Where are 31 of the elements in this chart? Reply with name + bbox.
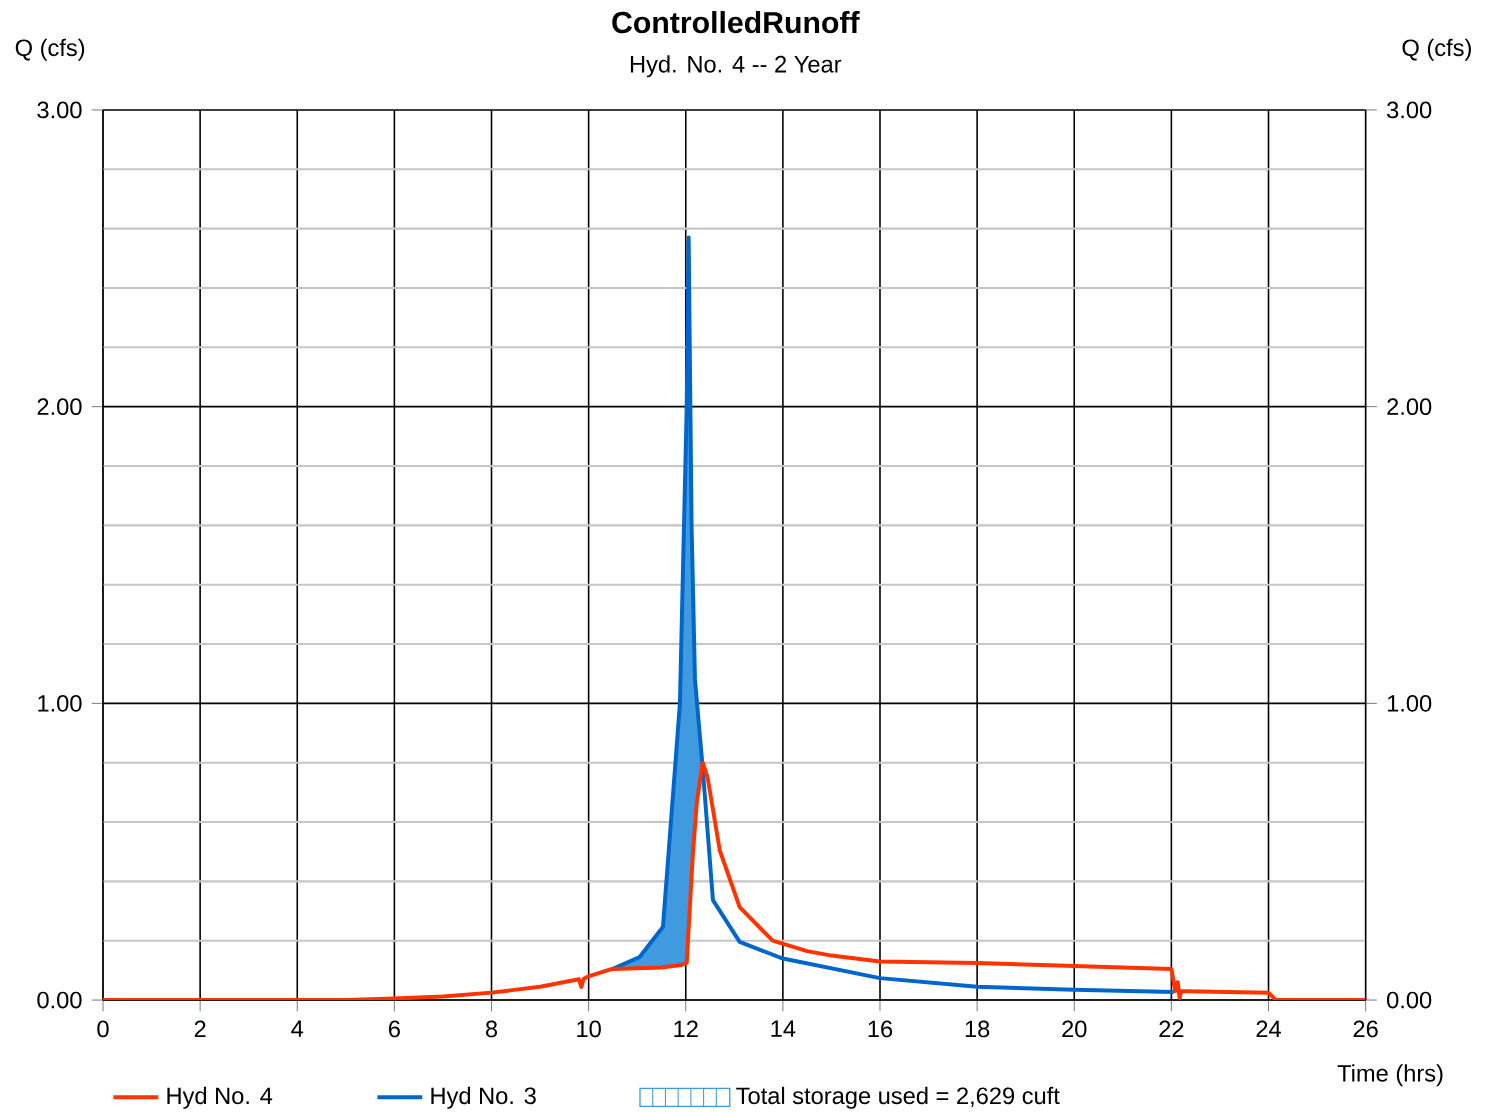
legend-label: Hyd No. 3	[431, 1086, 536, 1109]
x-tick-label: 26	[1353, 1020, 1378, 1038]
line-series	[610, 235, 1176, 995]
x-tick-label: 4	[291, 1020, 304, 1037]
x-tick-label: 10	[577, 1020, 601, 1038]
x-tick-label: 12	[674, 1020, 698, 1038]
chart-subtitle: Hyd. No. 4 -- 2 Year	[630, 55, 842, 78]
legend-label: Hyd No. 4	[167, 1086, 273, 1109]
x-tick-label: 18	[965, 1020, 990, 1038]
legend-label: Total storage used = 2,629 cuft	[736, 1086, 1060, 1109]
y2-tick-label: 1.00	[1387, 694, 1432, 712]
x-tick-label: 24	[1256, 1020, 1281, 1038]
y2-tick-label: 2.00	[1387, 398, 1432, 416]
y2-tick-label: 0.00	[1387, 991, 1432, 1009]
y-tick-label: 0.00	[37, 991, 82, 1009]
x-axis-title: Time (hrs)	[1337, 1064, 1443, 1087]
x-tick-label: 14	[771, 1020, 796, 1037]
y2-axis-title: Q (cfs)	[1402, 38, 1471, 61]
x-tick-label: 20	[1062, 1020, 1087, 1038]
x-tick-label: 8	[485, 1020, 498, 1038]
x-tick-label: 2	[194, 1020, 206, 1038]
y2-tick-label: 3.00	[1387, 101, 1432, 119]
x-tick-label: 22	[1159, 1020, 1184, 1038]
y-axis-title: Q (cfs)	[15, 38, 85, 61]
y-tick-label: 1.00	[38, 694, 82, 712]
chart-title: ControlledRunoff	[612, 11, 860, 34]
x-tick-label: 6	[389, 1020, 400, 1038]
x-tick-label: 0	[97, 1020, 109, 1038]
x-tick-label: 16	[868, 1020, 893, 1038]
y-tick-label: 3.00	[37, 101, 82, 119]
y-tick-label: 2.00	[37, 398, 82, 416]
